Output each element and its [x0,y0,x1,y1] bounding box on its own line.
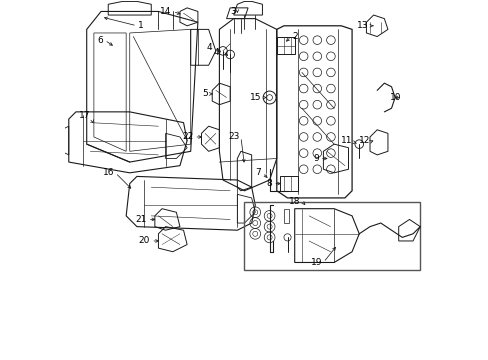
Text: 12: 12 [358,136,369,145]
Text: 18: 18 [289,197,300,206]
Text: 3: 3 [230,7,236,16]
Text: 10: 10 [389,93,400,102]
Text: 17: 17 [79,111,90,120]
Text: 20: 20 [139,237,150,246]
Text: 1: 1 [138,21,143,30]
Text: 4: 4 [206,43,212,52]
Text: 15: 15 [249,93,261,102]
Text: 13: 13 [357,21,368,30]
Bar [276,37,294,54]
Text: 11: 11 [340,136,351,145]
Bar [244,202,419,270]
Text: 8: 8 [266,179,271,188]
Bar [284,209,289,223]
Text: 22: 22 [182,132,193,141]
Text: 14: 14 [160,7,171,16]
Text: 7: 7 [255,168,261,177]
Bar [280,176,298,191]
Text: 2: 2 [292,32,297,41]
Text: 9: 9 [312,154,318,163]
Text: 19: 19 [310,258,322,267]
Text: 21: 21 [135,215,146,224]
Text: 4: 4 [213,48,219,57]
Text: 6: 6 [98,36,103,45]
Text: 23: 23 [228,132,239,141]
Text: 5: 5 [202,89,207,98]
Text: 16: 16 [102,168,114,177]
